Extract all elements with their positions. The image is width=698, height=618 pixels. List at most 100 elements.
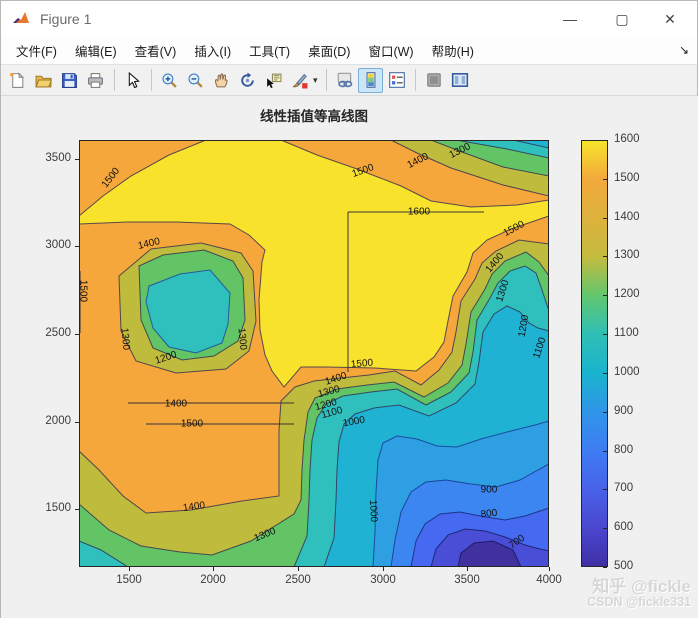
colorbar-tick-label: 1000 [614,365,640,378]
link-plot-button[interactable] [332,68,357,93]
maximize-button[interactable]: ▢ [615,11,629,27]
y-tick [75,159,79,160]
colorbar-tick-label: 500 [614,560,634,572]
cursor-arrow-icon [128,71,140,88]
menu-item-3[interactable]: 插入(I) [194,45,232,59]
y-tick-label: 1500 [45,502,71,514]
menu-bar: 文件(F) 编辑(E) 查看(V) 插入(I) 工具(T) 桌面(D) 窗口(W) 帮助(H)… [1,37,697,65]
data-cursor-icon [267,73,282,88]
floppy-icon [62,72,77,88]
menu-item-5[interactable]: 桌面(D) [308,45,351,59]
brush-dropdown-caret[interactable]: ▾ [313,74,318,85]
colorbar-tick [603,140,607,141]
menu-item-7[interactable]: 帮助(H) [431,45,474,59]
insert-legend-button[interactable] [384,68,409,93]
colorbar-tick-label: 1600 [614,133,640,145]
y-tick-label: 2000 [45,415,71,427]
rotate-3d-button[interactable] [235,68,260,93]
toolbar-separator [415,69,416,91]
band-1500-1600 [79,140,549,388]
band-1100-1200-corner [455,140,549,159]
contour-label-1600: 1600 [407,206,431,218]
watermark-line1: 知乎 @fickle [592,577,691,597]
colorbar-tick-label: 1500 [614,171,640,184]
menu-item-4[interactable]: 工具(T) [249,45,291,59]
matlab-icon [11,9,31,29]
show-plot-tools-button[interactable] [447,68,472,93]
x-tick [298,567,299,571]
pan-button[interactable] [209,68,234,93]
toolbar-separator [114,69,115,91]
colorbar-tick [603,489,607,491]
hide-plot-tools-button[interactable] [421,68,446,93]
y-tick-label: 3000 [45,239,71,251]
minimize-button[interactable]: — [563,11,577,27]
toolbar-separator [151,69,152,91]
menu-item-1[interactable]: 编辑(E) [74,45,117,59]
menu-item-6[interactable]: 窗口(W) [368,45,414,59]
band-1000-1100-corner [512,140,549,149]
save-figure-button[interactable] [57,68,82,93]
contour-label-800: 800 [480,507,498,521]
colorbar-tick-label: 800 [614,443,634,456]
y-tick-label: 2500 [45,327,71,339]
colorbar[interactable] [581,140,608,567]
colorbar-tick [603,334,607,336]
y-tick [75,422,79,423]
colorbar-tick [603,178,607,180]
colorbar-tick-label: 900 [614,404,634,417]
contour-label-1500: 1500 [180,418,204,430]
x-tick [213,567,214,571]
band-1100-1200-left [79,540,129,567]
printer-icon [88,72,103,88]
y-tick [75,334,79,335]
contour-line-1600 [347,211,484,372]
contour-label-1300: 1300 [118,327,132,351]
new-figure-button[interactable] [5,68,30,93]
watermark-line2: CSDN @fickle331 [587,594,691,609]
colorbar-tick-label: 1400 [614,210,640,223]
x-tick [129,567,130,571]
brush-data-button[interactable] [287,68,312,93]
contour-label-1000: 1000 [366,499,380,523]
colorbar-tick [603,450,607,452]
menu-item-2[interactable]: 查看(V) [134,45,177,59]
contour-plot[interactable]: 1500 1500 1400 1300 1600 1500 1400 1300 1200 1100… [79,140,549,567]
zoom-in-button[interactable] [157,68,182,93]
bowl-band-1100-1200 [145,269,231,354]
dock-arrow-icon[interactable]: ↘ [678,43,689,57]
new-file-icon [9,71,25,88]
colorbar-tick [603,528,607,530]
x-tick-label: 2500 [285,574,311,586]
colorbar-tick [603,567,607,568]
close-button[interactable]: ✕ [664,11,676,27]
contour-label-1500: 1500 [350,357,374,371]
colorbar-tick [603,372,607,374]
data-cursor-button[interactable] [261,68,286,93]
colorbar-tick [603,411,607,413]
colorbar-icon [366,72,375,88]
menu-item-0[interactable]: 文件(F) [16,45,57,59]
band-500-600 [457,540,522,567]
zoom-out-button[interactable] [183,68,208,93]
x-tick [383,567,384,571]
y-tick [75,246,79,247]
folder-icon [35,75,52,87]
insert-colorbar-button[interactable] [358,67,383,93]
x-tick [549,567,550,571]
titlebar: Figure 1 — ▢ ✕ [1,1,697,37]
x-tick-label: 1500 [116,574,142,586]
zoom-out-icon [188,72,203,88]
contour-label-1500: 1500 [79,279,89,303]
colorbar-tick-label: 1100 [614,327,639,340]
zoom-in-icon [162,72,177,88]
contour-label-1400: 1400 [164,398,188,410]
contour-label-1300: 1300 [235,327,249,351]
print-figure-button[interactable] [83,68,108,93]
colorbar-tick-label: 600 [614,521,634,534]
colorbar-tick [603,256,607,258]
colorbar-tick [603,295,607,297]
open-file-button[interactable] [31,68,56,93]
edit-plot-button[interactable] [120,68,145,93]
